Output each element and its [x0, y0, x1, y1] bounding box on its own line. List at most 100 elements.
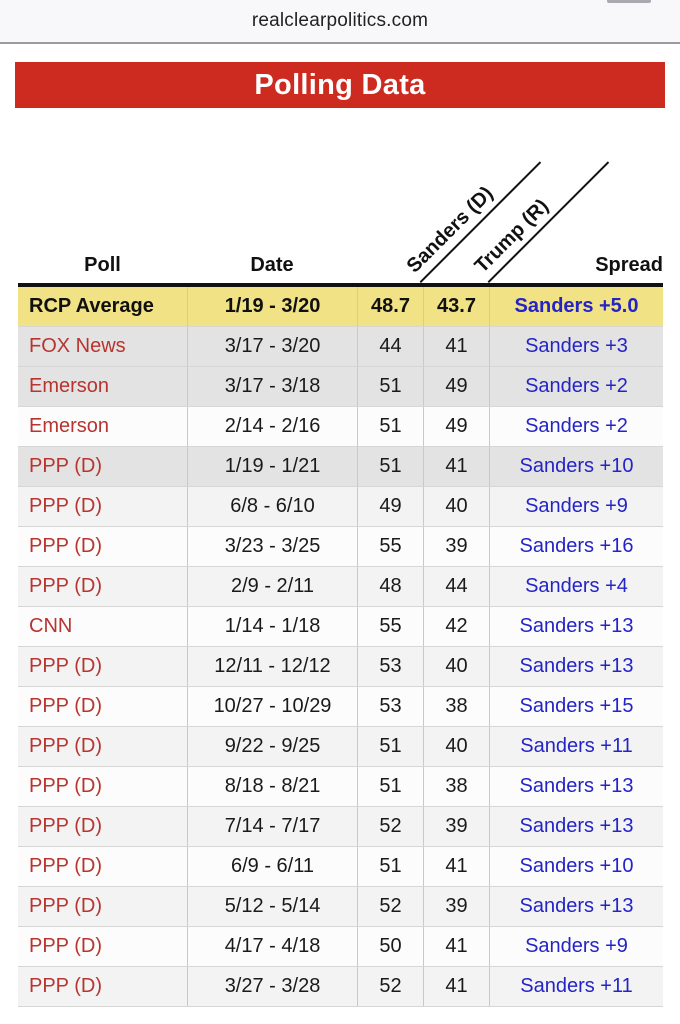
spread-link[interactable]: Sanders +4: [525, 575, 628, 597]
browser-address-bar[interactable]: realclearpolitics.com: [0, 0, 680, 44]
poll-date: 2/14 - 2/16: [187, 407, 357, 446]
sanders-value: 52: [357, 887, 423, 926]
table-row: PPP (D) 10/27 - 10/29 53 38 Sanders +15: [18, 687, 663, 727]
spread-link[interactable]: Sanders +10: [519, 855, 634, 877]
sanders-value: 48: [357, 567, 423, 606]
spread-link[interactable]: Sanders +13: [519, 895, 634, 917]
trump-value: 40: [423, 487, 489, 526]
table-header: Poll Date Sanders (D) Trump (R) Spread: [0, 108, 680, 283]
poll-date: 9/22 - 9/25: [187, 727, 357, 766]
sanders-value: 44: [357, 327, 423, 366]
poll-date: 12/11 - 12/12: [187, 647, 357, 686]
spread-link[interactable]: Sanders +13: [519, 815, 634, 837]
column-header-poll: Poll: [84, 254, 121, 276]
spread-link[interactable]: Sanders +11: [520, 975, 633, 997]
poll-date: 3/27 - 3/28: [187, 967, 357, 1006]
rcp-average-sanders-value: 48.7: [357, 287, 423, 326]
poll-date: 3/23 - 3/25: [187, 527, 357, 566]
sanders-value: 55: [357, 527, 423, 566]
poll-name-link[interactable]: PPP (D): [29, 735, 102, 757]
table-row: PPP (D) 8/18 - 8/21 51 38 Sanders +13: [18, 767, 663, 807]
poll-name-link[interactable]: PPP (D): [29, 975, 102, 997]
sanders-value: 53: [357, 647, 423, 686]
rcp-average-spread-link[interactable]: Sanders +5.0: [514, 295, 639, 317]
trump-value: 44: [423, 567, 489, 606]
table-row: FOX News 3/17 - 3/20 44 41 Sanders +3: [18, 327, 663, 367]
spread-link[interactable]: Sanders +2: [525, 415, 628, 437]
sanders-value: 51: [357, 407, 423, 446]
rcp-average-spread[interactable]: Sanders +5.0: [489, 287, 663, 326]
poll-name-link[interactable]: PPP (D): [29, 455, 102, 477]
spread-link[interactable]: Sanders +9: [525, 935, 628, 957]
column-header-spread: Spread: [595, 254, 663, 276]
column-header-date: Date: [250, 254, 294, 276]
trump-value: 41: [423, 847, 489, 886]
spread-link[interactable]: Sanders +10: [519, 455, 634, 477]
table-row: CNN 1/14 - 1/18 55 42 Sanders +13: [18, 607, 663, 647]
trump-value: 39: [423, 527, 489, 566]
table-row: Emerson 2/14 - 2/16 51 49 Sanders +2: [18, 407, 663, 447]
spread-link[interactable]: Sanders +15: [519, 695, 634, 717]
spread-link[interactable]: Sanders +3: [525, 335, 628, 357]
sanders-value: 50: [357, 927, 423, 966]
poll-name-link[interactable]: PPP (D): [29, 935, 102, 957]
table-row: PPP (D) 6/8 - 6/10 49 40 Sanders +9: [18, 487, 663, 527]
poll-date: 1/14 - 1/18: [187, 607, 357, 646]
sanders-value: 53: [357, 687, 423, 726]
poll-table-body: FOX News 3/17 - 3/20 44 41 Sanders +3 Em…: [18, 327, 663, 1007]
poll-date: 1/19 - 1/21: [187, 447, 357, 486]
table-row: PPP (D) 9/22 - 9/25 51 40 Sanders +11: [18, 727, 663, 767]
poll-date: 5/12 - 5/14: [187, 887, 357, 926]
table-row: PPP (D) 3/27 - 3/28 52 41 Sanders +11: [18, 967, 663, 1007]
sanders-value: 52: [357, 967, 423, 1006]
poll-name-link[interactable]: Emerson: [29, 415, 110, 437]
poll-name-link[interactable]: PPP (D): [29, 695, 102, 717]
trump-value: 40: [423, 727, 489, 766]
poll-date: 6/9 - 6/11: [187, 847, 357, 886]
poll-name-link[interactable]: Emerson: [29, 375, 110, 397]
table-row: PPP (D) 12/11 - 12/12 53 40 Sanders +13: [18, 647, 663, 687]
table-row: PPP (D) 1/19 - 1/21 51 41 Sanders +10: [18, 447, 663, 487]
trump-value: 49: [423, 367, 489, 406]
table-row: PPP (D) 3/23 - 3/25 55 39 Sanders +16: [18, 527, 663, 567]
rcp-average-label: RCP Average: [29, 295, 154, 317]
spread-link[interactable]: Sanders +13: [519, 775, 634, 797]
table-row: PPP (D) 5/12 - 5/14 52 39 Sanders +13: [18, 887, 663, 927]
table-row: PPP (D) 2/9 - 2/11 48 44 Sanders +4: [18, 567, 663, 607]
poll-name-link[interactable]: FOX News: [29, 335, 126, 357]
spread-link[interactable]: Sanders +11: [520, 735, 633, 757]
poll-name-link[interactable]: PPP (D): [29, 535, 102, 557]
spread-link[interactable]: Sanders +16: [519, 535, 634, 557]
sanders-value: 52: [357, 807, 423, 846]
poll-name-link[interactable]: PPP (D): [29, 855, 102, 877]
poll-name-link[interactable]: PPP (D): [29, 575, 102, 597]
spread-link[interactable]: Sanders +13: [519, 615, 634, 637]
sanders-value: 51: [357, 447, 423, 486]
scrollbar-thumb: [607, 0, 651, 3]
poll-name-link[interactable]: PPP (D): [29, 495, 102, 517]
poll-date: 3/17 - 3/18: [187, 367, 357, 406]
spread-link[interactable]: Sanders +13: [519, 655, 634, 677]
spread-link[interactable]: Sanders +9: [525, 495, 628, 517]
spread-link[interactable]: Sanders +2: [525, 375, 628, 397]
page-title: Polling Data: [254, 68, 426, 101]
poll-date: 2/9 - 2/11: [187, 567, 357, 606]
poll-name-link[interactable]: PPP (D): [29, 775, 102, 797]
poll-name-link[interactable]: PPP (D): [29, 655, 102, 677]
sanders-value: 51: [357, 727, 423, 766]
table-row: PPP (D) 6/9 - 6/11 51 41 Sanders +10: [18, 847, 663, 887]
trump-value: 41: [423, 327, 489, 366]
address-text[interactable]: realclearpolitics.com: [251, 10, 429, 31]
poll-name-link[interactable]: PPP (D): [29, 815, 102, 837]
trump-value: 38: [423, 767, 489, 806]
poll-name-link[interactable]: PPP (D): [29, 895, 102, 917]
table-row: PPP (D) 7/14 - 7/17 52 39 Sanders +13: [18, 807, 663, 847]
poll-date: 4/17 - 4/18: [187, 927, 357, 966]
sanders-value: 51: [357, 767, 423, 806]
poll-date: 3/17 - 3/20: [187, 327, 357, 366]
trump-value: 39: [423, 887, 489, 926]
sanders-value: 49: [357, 487, 423, 526]
sanders-value: 51: [357, 367, 423, 406]
trump-value: 42: [423, 607, 489, 646]
poll-name-link[interactable]: CNN: [29, 615, 73, 637]
